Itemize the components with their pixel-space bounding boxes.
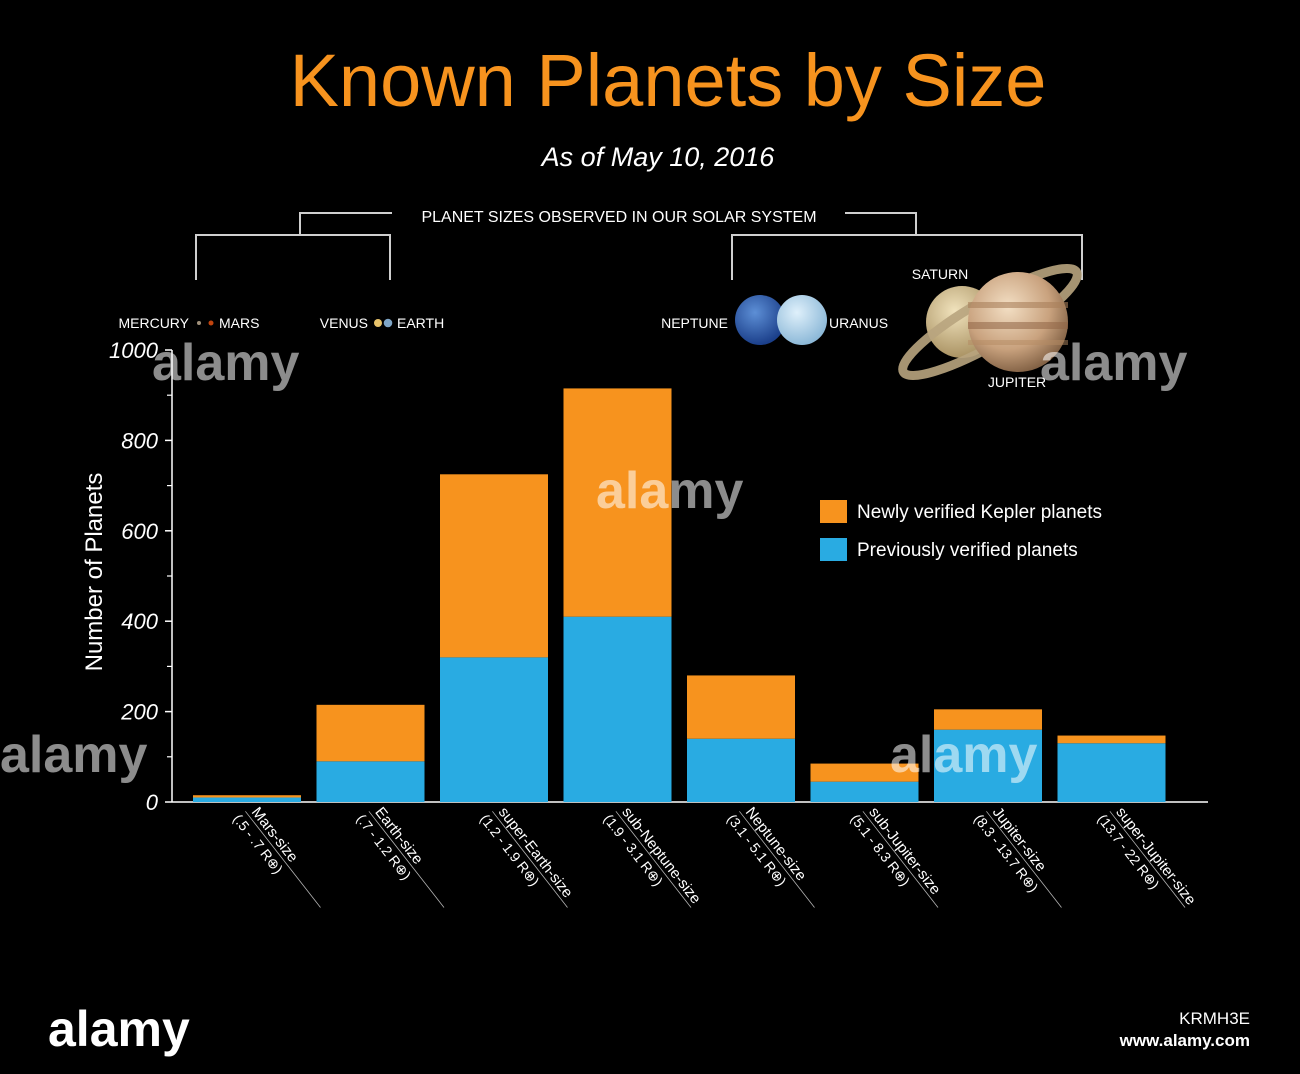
planet-label-earth: EARTH	[397, 315, 444, 331]
watermark-text: alamy	[0, 726, 148, 784]
planet-label-jupiter: JUPITER	[988, 374, 1046, 390]
watermark-id: KRMH3E	[1179, 1009, 1250, 1028]
legend-swatch-newly-verified	[820, 500, 847, 523]
bar-previously-verified	[440, 657, 548, 802]
y-tick-label: 0	[146, 790, 159, 815]
x-tick-underline	[245, 811, 321, 908]
planet-label-uranus: URANUS	[829, 315, 888, 331]
watermark-site: www.alamy.com	[1119, 1031, 1250, 1050]
watermark-text: alamy	[596, 462, 744, 520]
bar-newly-verified	[316, 704, 425, 762]
earth-icon	[383, 318, 393, 328]
solar-system-bracket	[195, 212, 1083, 280]
neptune-icon	[735, 295, 785, 345]
x-tick-underline	[492, 811, 568, 908]
planet-label-venus: VENUS	[320, 315, 368, 331]
y-tick-label: 800	[121, 428, 158, 453]
solar-system-bracket-label: PLANET SIZES OBSERVED IN OUR SOLAR SYSTE…	[421, 209, 816, 226]
x-tick-underline	[1109, 811, 1186, 908]
bar-newly-verified	[193, 795, 301, 798]
planet-label-mercury: MERCURY	[118, 315, 189, 331]
x-tick-underline	[986, 811, 1062, 908]
bar-previously-verified	[687, 738, 795, 802]
watermarks: alamy alamy alamy alamy alamy	[0, 334, 1188, 784]
x-axis-tick-labels: Mars-size(.5 - .7 R⊕) Earth-size(.7 - 1.2…	[230, 804, 1199, 908]
bar-newly-verified	[563, 388, 672, 617]
bar-newly-verified	[810, 763, 919, 782]
bar-newly-verified	[440, 474, 548, 658]
legend: Newly verified Kepler planets Previously…	[820, 500, 1102, 561]
mercury-icon	[197, 321, 201, 325]
watermark-text: alamy	[890, 726, 1038, 784]
chart-title: Known Planets by Size	[290, 39, 1047, 122]
x-tick-underline	[739, 811, 815, 908]
y-tick-label: 200	[120, 700, 158, 725]
bar-previously-verified	[193, 797, 301, 802]
planet-label-mars: MARS	[219, 315, 259, 331]
watermark-text: alamy	[1040, 334, 1188, 392]
legend-swatch-previously-verified	[820, 538, 847, 561]
x-tick-label: Earth-size(.7 - 1.2 R⊕)	[353, 804, 445, 908]
chart-subtitle: As of May 10, 2016	[540, 142, 776, 172]
legend-label-newly-verified: Newly verified Kepler planets	[857, 502, 1102, 523]
x-tick-label: super-Jupiter-size(13.7 - 22 R⊕)	[1094, 804, 1199, 908]
x-tick-label: sub-Neptune-size(1.9 - 3.1 R⊕)	[600, 804, 704, 908]
x-tick-underline	[368, 811, 445, 908]
mars-icon	[208, 320, 214, 326]
x-tick-underline	[862, 811, 939, 908]
y-axis-ticks: 0 200 400 600 800 1000	[109, 338, 172, 815]
bar-previously-verified	[1057, 743, 1166, 802]
bar-previously-verified	[810, 781, 919, 802]
bar-previously-verified	[563, 616, 672, 802]
y-axis-title: Number of Planets	[81, 473, 108, 672]
x-tick-label: sub-Jupiter-size(5.1 - 8.3 R⊕)	[847, 804, 944, 908]
x-tick-label: Mars-size(.5 - .7 R⊕)	[230, 804, 321, 908]
y-tick-label: 400	[121, 609, 158, 634]
bar-newly-verified	[1057, 735, 1166, 744]
planet-label-saturn: SATURN	[912, 266, 969, 282]
jupiter-icon	[968, 272, 1068, 372]
x-tick-underline	[615, 811, 692, 908]
bars	[193, 388, 1166, 802]
legend-label-previously-verified: Previously verified planets	[857, 540, 1078, 561]
y-tick-label: 1000	[109, 338, 159, 363]
y-tick-label: 600	[121, 519, 158, 544]
bar-newly-verified	[934, 709, 1042, 730]
bar-newly-verified	[687, 675, 795, 739]
bar-previously-verified	[934, 729, 1042, 802]
venus-icon	[374, 319, 382, 327]
x-tick-label: Jupiter-size(8.3 - 13.7 R⊕)	[971, 804, 1062, 908]
uranus-icon	[777, 295, 827, 345]
bar-previously-verified	[316, 761, 425, 802]
x-tick-label: super-Earth-size(1.2 - 1.9 R⊕)	[477, 804, 576, 908]
watermark-logo: alamy	[48, 1001, 190, 1057]
planet-label-neptune: NEPTUNE	[661, 315, 728, 331]
watermark-text: alamy	[152, 334, 300, 392]
x-tick-label: Neptune-size(3.1 - 5.1 R⊕)	[724, 804, 815, 908]
